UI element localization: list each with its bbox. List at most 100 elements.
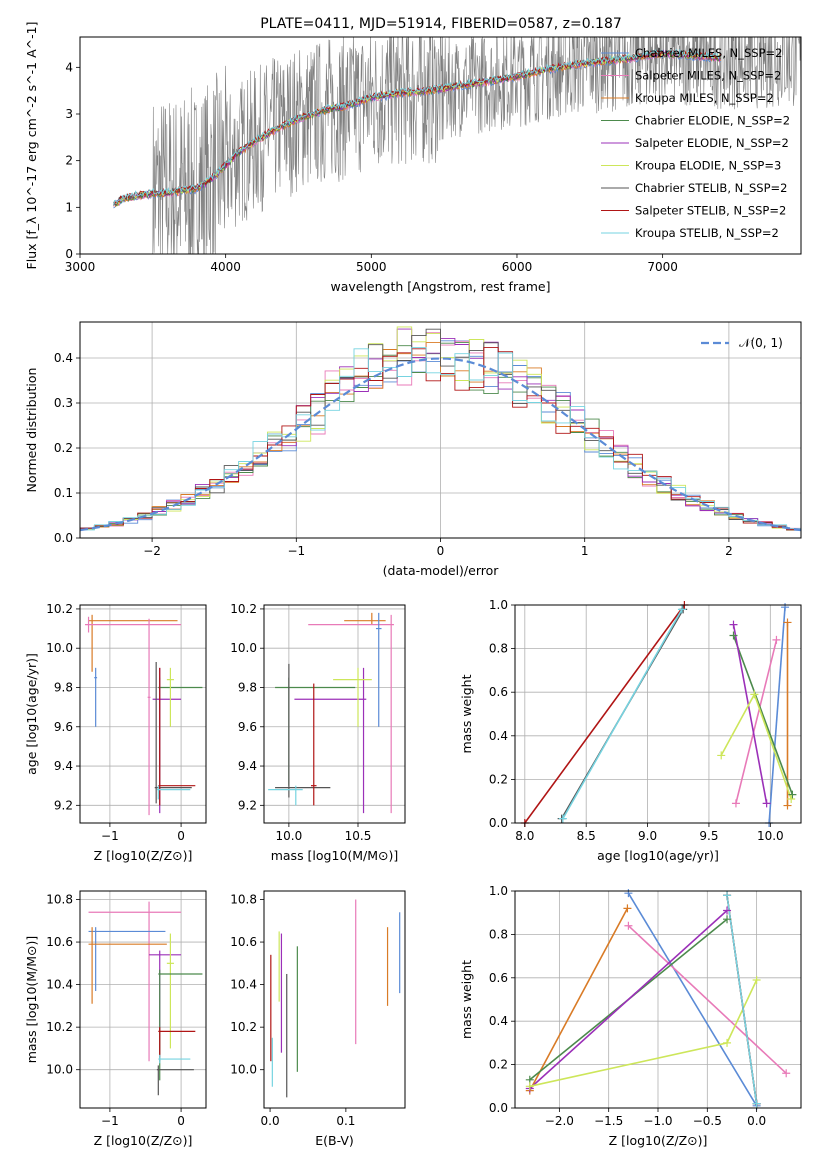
marker-kroupa-miles xyxy=(623,904,632,913)
y-tick-label: 1.0 xyxy=(489,598,508,612)
y-tick-label: 10.6 xyxy=(230,935,257,949)
y-tick-label: 10.2 xyxy=(230,1020,257,1034)
x-axis-label: Z [log10(Z/Z⊙)] xyxy=(609,1133,708,1148)
x-tick-label: 0 xyxy=(177,829,185,843)
weight-line-salpeter-elodie xyxy=(529,909,728,1090)
y-tick-label: 1.0 xyxy=(489,884,508,898)
y-tick-label: 2 xyxy=(65,154,73,168)
x-tick-label: −1.5 xyxy=(594,1114,623,1128)
weight-line-salpeter-miles xyxy=(627,925,787,1074)
y-tick-label: 0.4 xyxy=(489,1014,508,1028)
x-tick-label: 8.0 xyxy=(515,829,534,843)
y-tick-label: 10.2 xyxy=(46,1020,73,1034)
y-tick-label: 0 xyxy=(65,247,73,261)
marker-kroupa-elodie xyxy=(723,1038,732,1047)
y-axis-label: Normed distribution xyxy=(24,368,39,493)
chart-mass_weight_vs_Z: −2.0 −1.5 −1.0 −0.5 0.0 0.0 0.2 0.4 0.6 0.8 1.0 Z [… xyxy=(459,884,802,1148)
x-axis-label: wavelength [Angstrom, rest frame] xyxy=(330,279,550,294)
x-tick-label: 0.1 xyxy=(336,1114,355,1128)
legend-label: Kroupa MILES, N_SSP=2 xyxy=(635,91,774,105)
axes-frame xyxy=(263,604,406,824)
y-tick-label: 4 xyxy=(65,60,73,74)
weight-line-chabrier-miles xyxy=(627,892,758,1107)
y-tick-label: 0.4 xyxy=(489,729,508,743)
marker-chabrier-miles xyxy=(781,603,790,612)
marker-kroupa-miles xyxy=(783,801,792,810)
y-axis-label: mass weight xyxy=(459,674,474,753)
y-tick-label: 0.6 xyxy=(489,971,508,985)
marker-kroupa-elodie xyxy=(717,751,726,760)
x-tick-label: 2 xyxy=(725,544,733,558)
y-tick-label: 0.1 xyxy=(54,486,73,500)
x-axis-label: E(B-V) xyxy=(315,1133,354,1148)
x-tick-label: 8.5 xyxy=(577,829,596,843)
chart-mass_vs_ebv: 0.0 0.1 10.0 10.2 10.4 10.6 10.8 E(B-V) xyxy=(230,890,406,1148)
y-tick-label: 10.4 xyxy=(46,978,73,992)
y-tick-label: 9.2 xyxy=(54,798,73,812)
x-tick-label: 9.5 xyxy=(699,829,718,843)
marker-salpeter-miles xyxy=(731,799,740,808)
figure-title: PLATE=0411, MJD=51914, FIBERID=0587, z=0… xyxy=(260,16,622,32)
x-tick-label: 0 xyxy=(177,1114,185,1128)
y-tick-label: 0.4 xyxy=(54,351,73,365)
marker-kroupa-elodie xyxy=(752,975,761,984)
chart-residuals: −2 −1 0 1 2 0.0 0.1 0.2 0.3 0.4 (data-model)/error… xyxy=(24,321,802,578)
y-tick-label: 0.8 xyxy=(489,927,508,941)
y-tick-label: 0.0 xyxy=(489,816,508,830)
marker-salpeter-elodie xyxy=(729,620,738,629)
y-tick-label: 10.8 xyxy=(230,893,257,907)
plot-area xyxy=(270,899,401,1098)
x-tick-label: 5000 xyxy=(356,260,387,274)
data-spectrum-line xyxy=(152,37,801,254)
legend-label: 𝒩(0, 1) xyxy=(739,336,783,350)
x-tick-label: −2.0 xyxy=(545,1114,574,1128)
plot-area xyxy=(268,612,394,814)
x-tick-label: −1 xyxy=(101,1114,119,1128)
plot-area xyxy=(84,614,203,816)
legend-label: Chabrier ELODIE, N_SSP=2 xyxy=(635,114,790,128)
x-tick-label: 0.0 xyxy=(747,1114,766,1128)
marker-chabrier-elodie xyxy=(788,790,797,799)
y-tick-label: 1 xyxy=(65,200,73,214)
y-axis-label: Flux [f_λ 10^-17 erg cm^-2 s^-1 A^-1] xyxy=(24,22,39,270)
y-tick-label: 0.3 xyxy=(54,396,73,410)
chart-age_vs_Z: −1 0 9.2 9.4 9.6 9.8 10.0 10.2 Z [log10(Z/Z⊙)] ag… xyxy=(24,602,207,863)
legend-label: Salpeter ELODIE, N_SSP=2 xyxy=(635,136,789,150)
y-tick-label: 10.8 xyxy=(46,893,73,907)
marker-kroupa-stelib xyxy=(752,1099,761,1108)
weight-line-kroupa-elodie xyxy=(529,979,758,1088)
chart-mass_vs_Z: −1 0 10.0 10.2 10.4 10.6 10.8 Z [log10(Z/Z⊙)] ma… xyxy=(24,890,207,1148)
y-axis-label: age [log10(age/yr)] xyxy=(24,653,39,775)
x-tick-label: −2 xyxy=(143,544,161,558)
marker-chabrier-miles xyxy=(624,889,633,898)
marker-kroupa-stelib xyxy=(723,891,732,900)
chart-mass_weight_vs_age: 8.0 8.5 9.0 9.5 10.0 0.0 0.2 0.4 0.6 0.8 1.0 age [l… xyxy=(459,598,802,863)
y-tick-label: 9.4 xyxy=(238,759,257,773)
normal-curve xyxy=(80,357,801,532)
legend: Chabrier MILES, N_SSP=2 Salpeter MILES, N… xyxy=(601,46,790,240)
weight-line-salpeter-miles xyxy=(735,639,778,804)
axes-frame xyxy=(79,604,207,824)
x-tick-label: 0 xyxy=(437,544,445,558)
x-tick-label: −0.5 xyxy=(693,1114,722,1128)
y-tick-label: 0.2 xyxy=(54,441,73,455)
y-tick-label: 10.4 xyxy=(230,978,257,992)
x-tick-label: −1.0 xyxy=(643,1114,672,1128)
y-axis-label: mass [log10(M/M⊙)] xyxy=(24,936,39,1064)
y-tick-label: 10.6 xyxy=(46,935,73,949)
plot-grid: 3000 4000 5000 6000 7000 0 1 2 3 4 wavelength [Ang… xyxy=(24,22,802,1148)
x-tick-label: −1 xyxy=(287,544,305,558)
marker-kroupa-stelib xyxy=(558,814,567,823)
weight-line-chabrier-elodie xyxy=(732,635,794,795)
histogram-kroupa-stelib xyxy=(80,346,801,531)
legend: 𝒩(0, 1) xyxy=(701,336,783,350)
marker-chabrier-elodie xyxy=(723,915,732,924)
x-axis-label: mass [log10(M/M⊙)] xyxy=(271,848,399,863)
legend-label: Chabrier STELIB, N_SSP=2 xyxy=(635,181,787,195)
marker-kroupa-miles xyxy=(783,618,792,627)
x-axis-label: Z [log10(Z/Z⊙)] xyxy=(94,848,193,863)
marker-salpeter-miles xyxy=(782,1069,791,1078)
axes-frame xyxy=(263,890,406,1109)
y-tick-label: 9.8 xyxy=(54,680,73,694)
x-tick-label: 9.0 xyxy=(638,829,657,843)
